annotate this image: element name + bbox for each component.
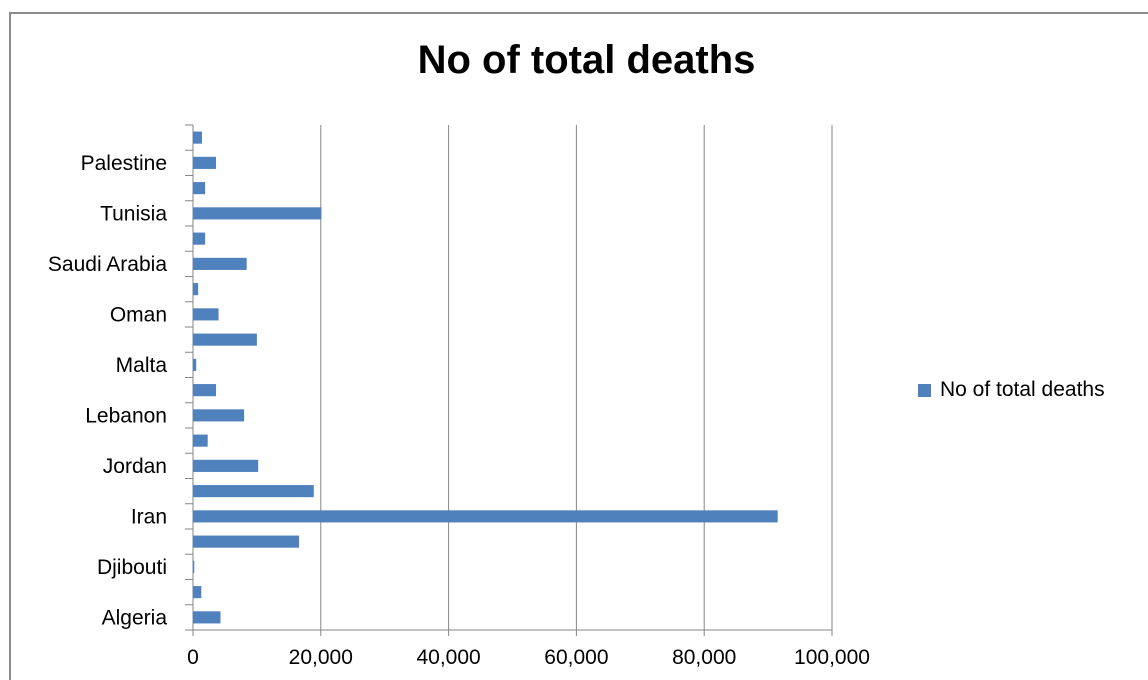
bar [193, 308, 219, 320]
bar [193, 359, 196, 371]
y-tick-label: Palestine [81, 152, 167, 175]
y-tick-label: Iran [131, 505, 167, 528]
bar [193, 536, 299, 548]
y-tick-label: Malta [116, 354, 168, 377]
bar [193, 182, 205, 194]
x-tick-label: 40,000 [416, 646, 480, 669]
y-tick-label: Jordan [103, 455, 167, 478]
bar [193, 132, 202, 144]
bar [193, 435, 208, 447]
bar [193, 283, 198, 295]
x-tick-label: 80,000 [672, 646, 736, 669]
bar [193, 409, 244, 421]
bar [193, 258, 247, 270]
bar [193, 460, 258, 472]
bar [193, 157, 216, 169]
bar [193, 561, 194, 573]
bar [193, 384, 216, 396]
legend-swatch [918, 384, 931, 397]
y-tick-label: Tunisia [100, 202, 167, 225]
bar [193, 510, 778, 522]
legend: No of total deaths [918, 378, 1105, 402]
x-tick-label: 100,000 [794, 646, 870, 669]
bar [193, 334, 257, 346]
y-tick-label: Lebanon [85, 404, 167, 427]
y-tick-label: Oman [110, 303, 167, 326]
bar [193, 485, 314, 497]
bar [193, 233, 205, 245]
legend-label: No of total deaths [940, 378, 1105, 402]
x-tick-label: 20,000 [289, 646, 353, 669]
bar [193, 586, 201, 598]
bar [193, 611, 220, 623]
bar [193, 207, 321, 219]
y-tick-label: Djibouti [97, 556, 167, 579]
y-tick-label: Algeria [102, 606, 168, 629]
x-tick-label: 60,000 [544, 646, 608, 669]
y-tick-label: Saudi Arabia [48, 253, 167, 276]
x-tick-label: 0 [187, 646, 199, 669]
